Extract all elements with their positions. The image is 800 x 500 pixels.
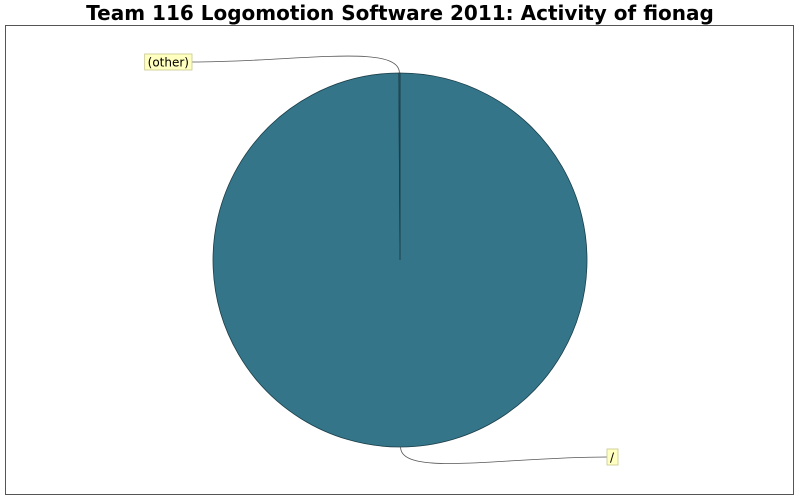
- chart-title: Team 116 Logomotion Software 2011: Activ…: [86, 1, 714, 25]
- pie-label-root: /: [606, 448, 619, 466]
- pie-slices: [212, 72, 588, 448]
- pie-leader-root: [400, 446, 608, 464]
- pie-label-box-other: [144, 53, 193, 71]
- pie-label-box-root: [606, 448, 619, 466]
- pie-label-other: (other): [144, 53, 193, 71]
- pie-label-text-root: /: [610, 451, 615, 465]
- pie-labels: / (other): [144, 53, 619, 466]
- pie-label-text-other: (other): [148, 56, 189, 70]
- pie-leader-other: [191, 55, 400, 74]
